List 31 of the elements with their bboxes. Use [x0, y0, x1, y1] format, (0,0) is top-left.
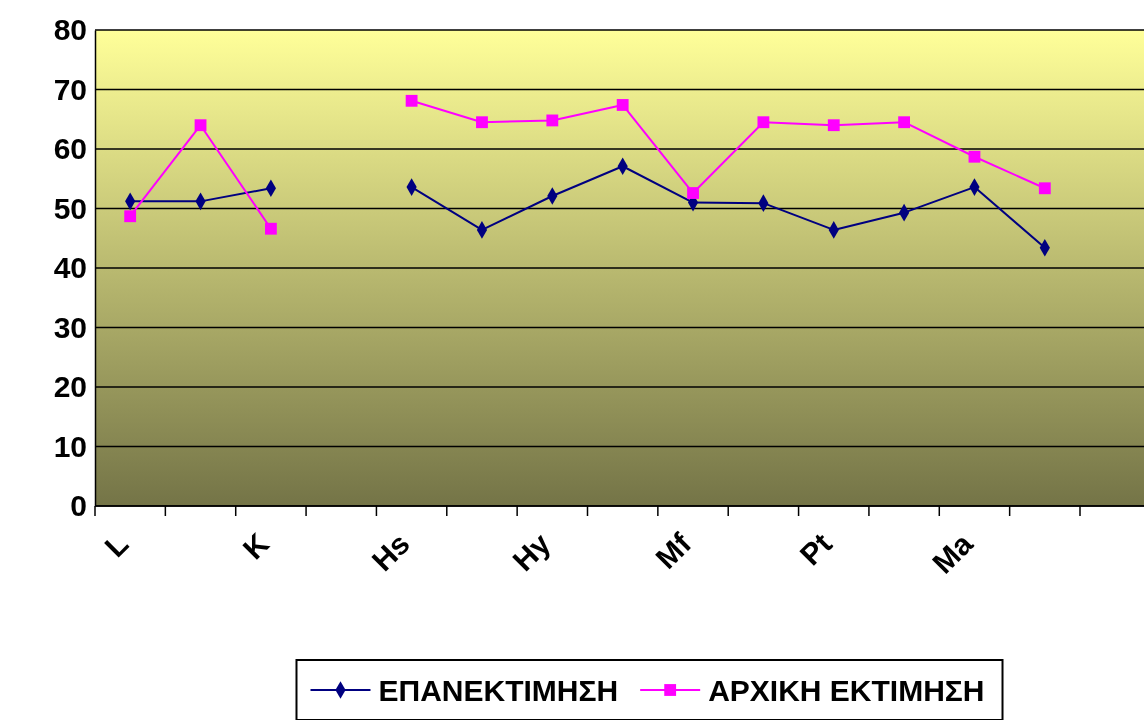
x-tick-label: Hs	[365, 526, 416, 578]
point	[546, 114, 559, 127]
point	[827, 119, 840, 132]
x-tick-label: Ma	[925, 526, 979, 580]
point	[476, 116, 488, 129]
legend-label: ΕΠΑΝΕΚΤΙΜΗΣΗ	[378, 673, 619, 707]
point	[898, 116, 911, 129]
point	[194, 119, 207, 132]
y-tick-label: 10	[53, 429, 87, 463]
point	[757, 116, 770, 129]
x-tick-label: Mf	[649, 526, 698, 575]
x-tick-label: K	[236, 526, 276, 566]
y-tick-label: 0	[70, 489, 87, 523]
x-tick-label: L	[98, 526, 135, 564]
y-tick-label: 50	[53, 191, 87, 225]
point	[616, 99, 629, 111]
legend-label: ΑΡΧΙΚΗ ΕΚΤΙΜΗΣΗ	[708, 673, 985, 707]
point	[124, 210, 137, 223]
x-tick-label: Hy	[506, 526, 557, 578]
point	[1038, 182, 1051, 195]
y-tick-label: 20	[53, 370, 87, 404]
y-tick-label: 40	[53, 251, 87, 285]
x-tick-label: Pt	[793, 526, 838, 572]
point	[968, 150, 981, 163]
point	[687, 187, 699, 199]
y-tick-label: 80	[53, 13, 87, 47]
point	[405, 94, 418, 107]
y-tick-label: 70	[53, 72, 87, 106]
point	[264, 222, 277, 235]
y-tick-label: 30	[53, 310, 87, 344]
y-tick-label: 60	[53, 132, 87, 166]
